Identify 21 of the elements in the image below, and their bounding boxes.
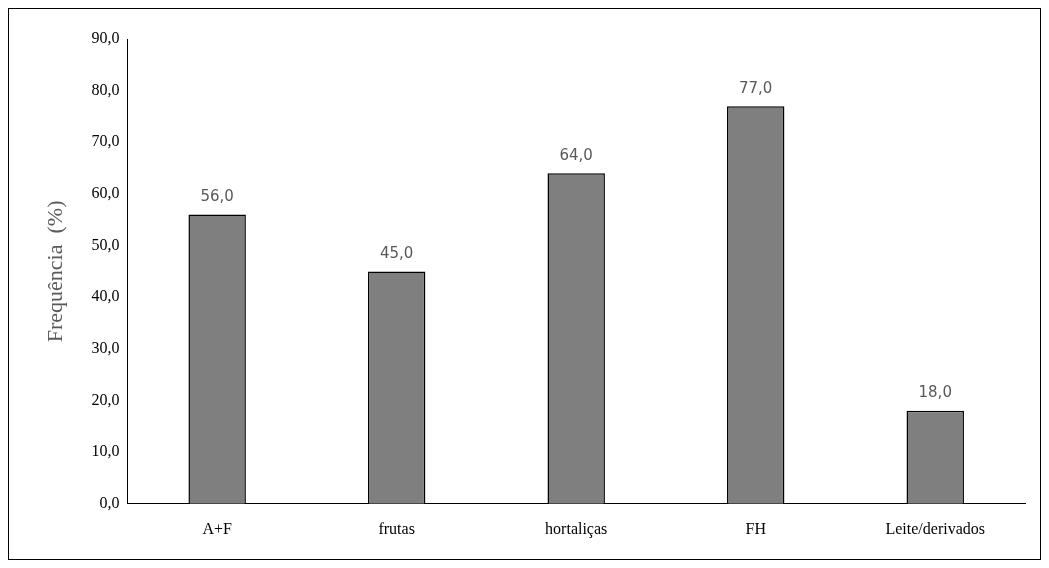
x-tick-label: hortaliças <box>545 519 608 538</box>
y-tick-label: 10,0 <box>91 442 120 460</box>
data-label: 64,0 <box>559 145 593 164</box>
x-tick-label: Leite/derivados <box>885 519 985 537</box>
data-label: 56,0 <box>200 186 234 205</box>
y-tick-label: 0,0 <box>99 494 120 511</box>
y-tick-label: 70,0 <box>91 132 120 150</box>
data-label: 45,0 <box>379 243 414 262</box>
y-axis-title: Frequência (%) <box>41 200 67 343</box>
y-tick-label: 40,0 <box>91 287 120 305</box>
data-label: 77,0 <box>739 78 773 97</box>
y-tick-label: 20,0 <box>91 390 120 408</box>
y-tick-label: 30,0 <box>91 339 120 357</box>
x-tick-label: A+F <box>202 519 232 537</box>
y-tick-label: 50,0 <box>91 235 120 253</box>
x-tick-label: FH <box>745 519 767 537</box>
y-tick-label: 60,0 <box>91 184 120 202</box>
data-label: 18,0 <box>918 383 952 402</box>
y-tick-label: 90,0 <box>91 29 120 47</box>
x-tick-label: frutas <box>378 519 415 537</box>
y-tick-label: 80,0 <box>91 80 120 98</box>
